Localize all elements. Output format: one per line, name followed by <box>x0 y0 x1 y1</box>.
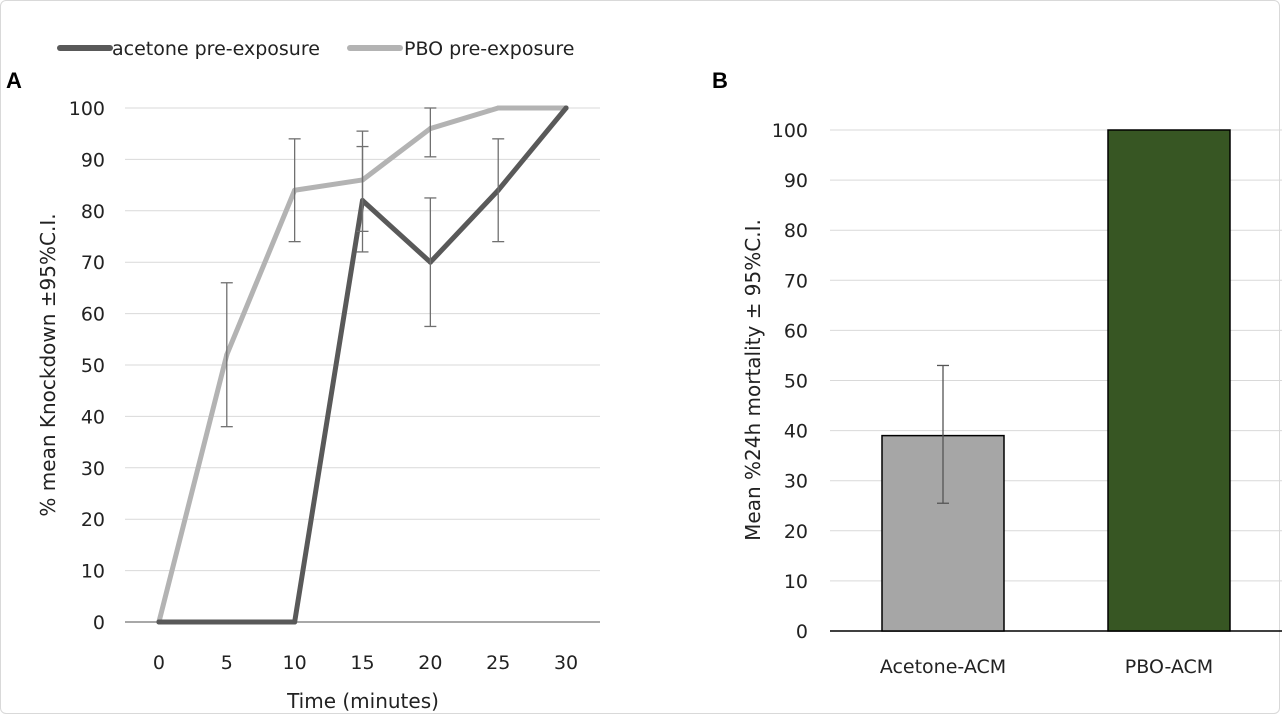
panel-a-line-chart: 0 10 20 30 40 50 60 70 80 90 100 0 5 10 15 20 25 30 % me… <box>36 98 600 713</box>
data-point-pbo-25 <box>495 105 501 111</box>
panel-letter-b: B <box>712 68 728 93</box>
panel-b-y-tick-labels: 0 10 20 30 40 50 60 70 80 90 100 <box>772 120 808 643</box>
panel-b-error-bars <box>937 364 949 504</box>
y-tick-a-90: 90 <box>81 149 105 171</box>
y-tick-b-60: 60 <box>784 320 808 342</box>
panel-a-y-axis-label: % mean Knockdown ±95%C.I. <box>36 213 60 516</box>
y-tick-b-70: 70 <box>784 270 808 292</box>
y-tick-a-10: 10 <box>81 561 105 583</box>
y-tick-a-20: 20 <box>81 509 105 531</box>
panel-letter-a: A <box>6 68 22 93</box>
y-tick-b-90: 90 <box>784 170 808 192</box>
y-tick-a-80: 80 <box>81 201 105 223</box>
x-tick-a-25: 25 <box>486 652 510 674</box>
y-tick-a-70: 70 <box>81 252 105 274</box>
x-tick-b-pbo-acm: PBO-ACM <box>1125 656 1213 678</box>
panel-b-bar-chart: 0 10 20 30 40 50 60 70 80 90 100 Acetone-ACM PBO-AC… <box>741 120 1282 678</box>
legend: acetone pre-exposure PBO pre-exposure <box>57 38 574 60</box>
panel-a-x-tick-labels: 0 5 10 15 20 25 30 <box>153 652 578 674</box>
panel-a-y-tick-labels: 0 10 20 30 40 50 60 70 80 90 100 <box>69 98 105 634</box>
data-point-acetone-10 <box>292 619 298 625</box>
y-tick-b-10: 10 <box>784 571 808 593</box>
y-tick-a-30: 30 <box>81 458 105 480</box>
x-tick-a-5: 5 <box>221 652 233 674</box>
y-tick-b-100: 100 <box>772 120 808 142</box>
x-tick-a-15: 15 <box>350 652 374 674</box>
x-tick-a-20: 20 <box>418 652 442 674</box>
panel-a-error-bars <box>220 107 505 428</box>
x-tick-b-acetone-acm: Acetone-ACM <box>880 656 1006 678</box>
y-tick-a-100: 100 <box>69 98 105 120</box>
y-tick-a-0: 0 <box>93 612 105 634</box>
bar-pbo-acm <box>1107 129 1231 632</box>
panel-b-y-axis-label: Mean %24h mortality ± 95%C.I. <box>741 219 765 541</box>
y-tick-a-40: 40 <box>81 406 105 428</box>
x-tick-a-0: 0 <box>153 652 165 674</box>
y-tick-b-30: 30 <box>784 471 808 493</box>
panel-a-x-axis-label: Time (minutes) <box>286 689 439 713</box>
panel-b-bars <box>881 129 1231 632</box>
panel-b-x-tick-labels: Acetone-ACM PBO-ACM <box>880 656 1213 678</box>
y-tick-a-50: 50 <box>81 355 105 377</box>
x-tick-a-10: 10 <box>283 652 307 674</box>
data-point-acetone-5 <box>224 619 230 625</box>
data-point-acetone-0 <box>156 619 162 625</box>
y-tick-a-60: 60 <box>81 304 105 326</box>
y-tick-b-20: 20 <box>784 521 808 543</box>
y-tick-b-50: 50 <box>784 371 808 393</box>
y-tick-b-40: 40 <box>784 421 808 443</box>
legend-label-acetone: acetone pre-exposure <box>112 38 320 60</box>
y-tick-b-0: 0 <box>796 621 808 643</box>
x-tick-a-30: 30 <box>554 652 578 674</box>
data-point-acetone-30 <box>563 105 569 111</box>
y-tick-b-80: 80 <box>784 220 808 242</box>
legend-label-pbo: PBO pre-exposure <box>404 38 574 60</box>
